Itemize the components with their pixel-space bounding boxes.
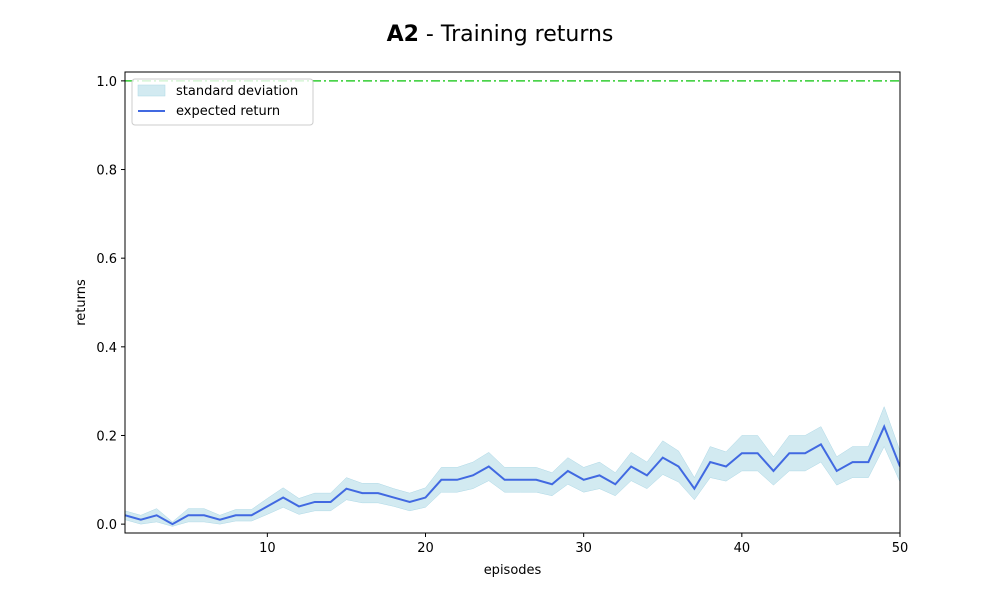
legend-swatch-std <box>137 84 166 97</box>
std-deviation-band <box>125 405 900 527</box>
x-axis-label: episodes <box>484 563 542 578</box>
plot-frame <box>124 71 901 534</box>
legend-box <box>131 78 314 126</box>
chart-title-bold: A2 <box>386 22 419 47</box>
x-tick-label: 20 <box>417 541 434 556</box>
y-tick-label: 1.0 <box>96 75 117 90</box>
legend: standard deviation expected return <box>131 78 314 126</box>
x-tick-label: 40 <box>734 541 751 556</box>
x-tick-label: 30 <box>575 541 592 556</box>
chart-title: A2 - Training returns <box>0 22 1000 47</box>
y-axis-label: returns <box>74 279 89 326</box>
expected-return-line <box>125 424 900 526</box>
y-tick-label: 0.6 <box>96 252 117 267</box>
legend-label-std: standard deviation <box>176 84 298 99</box>
y-tick-label: 0.0 <box>96 518 117 533</box>
y-tick-label: 0.8 <box>96 164 117 179</box>
plot-area <box>125 80 900 527</box>
chart-title-rest: - Training returns <box>418 22 614 47</box>
y-tick-label: 0.4 <box>96 341 117 356</box>
x-tick-label: 10 <box>259 541 276 556</box>
legend-label-mean: expected return <box>176 104 280 119</box>
y-tick-label: 0.2 <box>96 429 117 444</box>
x-tick-label: 50 <box>892 541 909 556</box>
